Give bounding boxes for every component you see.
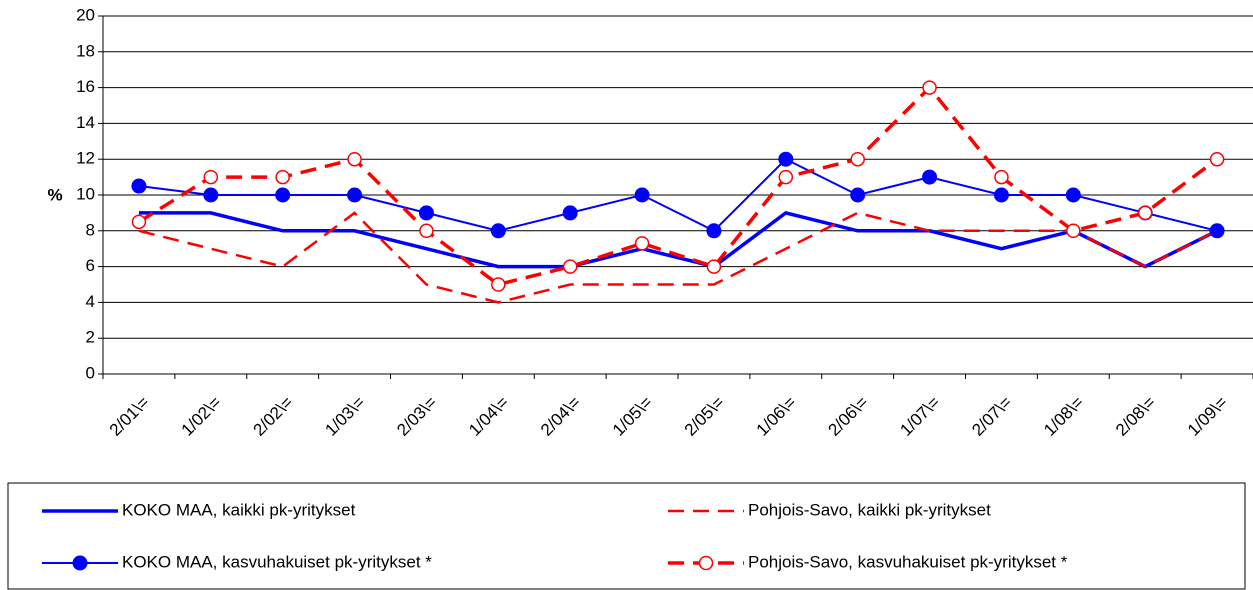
y-tick-label: 12 [76, 149, 95, 168]
x-tick-label: 2/06\= [824, 393, 871, 440]
data-point [850, 187, 866, 203]
series-line [138, 84, 1219, 287]
x-tick-label: 2/04\= [537, 393, 584, 440]
x-tick-label: 2/03\= [393, 393, 440, 440]
data-point [491, 277, 506, 292]
data-point [1137, 205, 1153, 221]
data-point [131, 214, 147, 230]
legend-label: KOKO MAA, kasvuhakuiset pk-yritykset * [122, 552, 432, 571]
data-point [562, 205, 578, 221]
y-tick-label: 14 [76, 113, 95, 132]
data-point [922, 169, 938, 185]
y-axis-label: % [47, 185, 62, 204]
data-point [490, 223, 506, 239]
y-tick-label: 16 [76, 77, 95, 96]
legend-marker [698, 555, 714, 571]
data-point [203, 187, 219, 203]
data-point [275, 169, 290, 185]
x-tick-label: 1/05\= [609, 393, 656, 440]
data-point [1209, 151, 1225, 167]
data-point [347, 187, 363, 203]
y-tick-label: 8 [86, 220, 95, 239]
data-point [922, 80, 937, 95]
data-point [634, 236, 650, 251]
data-point [634, 187, 650, 203]
x-tick-label: 1/08\= [1040, 393, 1087, 440]
legend-label: Pohjois-Savo, kasvuhakuiset pk-yritykset… [748, 552, 1068, 571]
data-point [706, 223, 722, 239]
y-tick-label: 18 [76, 41, 95, 60]
x-tick-label: 1/02\= [178, 393, 225, 440]
data-point [562, 259, 578, 274]
y-tick-label: 4 [86, 292, 95, 311]
legend-label: Pohjois-Savo, kaikki pk-yritykset [748, 500, 991, 519]
legend-box [7, 482, 1246, 590]
legend-marker [72, 555, 88, 571]
y-tick-label: 20 [76, 5, 95, 24]
data-point [1209, 223, 1225, 239]
data-point [994, 169, 1009, 185]
data-point [778, 169, 794, 185]
legend-label: KOKO MAA, kaikki pk-yritykset [122, 500, 356, 519]
x-tick-label: 2/02\= [249, 393, 296, 440]
x-tick-label: 2/07\= [968, 393, 1015, 440]
series-line [138, 157, 1218, 233]
x-tick-label: 1/06\= [753, 393, 800, 440]
y-tick-label: 6 [86, 256, 95, 275]
series-line [138, 211, 1218, 269]
data-point [418, 205, 434, 221]
x-tick-label: 1/07\= [896, 393, 943, 440]
data-point [419, 223, 434, 239]
data-point [850, 151, 865, 167]
data-point [131, 178, 147, 194]
x-tick-label: 2/01\= [106, 393, 153, 440]
data-point [1065, 187, 1081, 203]
x-tick-label: 1/04\= [465, 393, 512, 440]
x-tick-label: 2/05\= [681, 393, 728, 440]
y-tick-label: 10 [76, 184, 95, 203]
data-point [993, 187, 1009, 203]
data-point [778, 151, 794, 167]
data-point [1066, 223, 1081, 239]
y-tick-label: 0 [86, 363, 95, 382]
x-tick-label: 2/08\= [1112, 393, 1159, 440]
data-point [706, 259, 722, 274]
y-tick-label: 2 [86, 328, 95, 347]
x-tick-label: 1/03\= [321, 393, 368, 440]
data-point [203, 169, 219, 185]
x-tick-label: 1/09\= [1184, 393, 1231, 440]
data-point [275, 187, 291, 203]
data-point [347, 151, 362, 167]
